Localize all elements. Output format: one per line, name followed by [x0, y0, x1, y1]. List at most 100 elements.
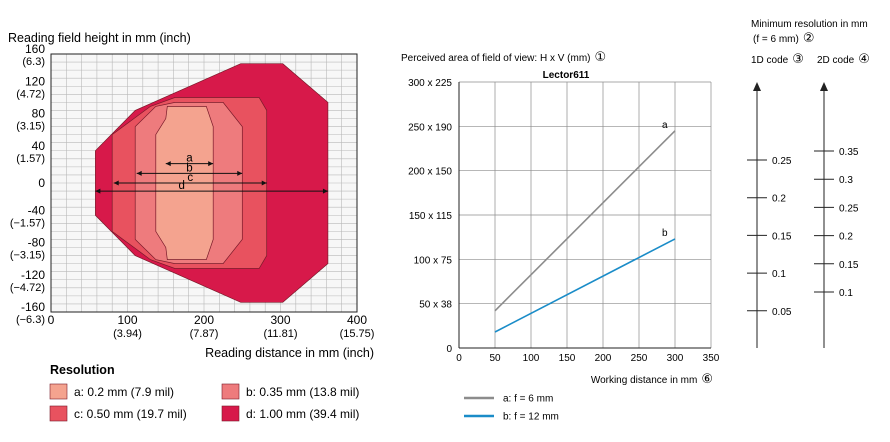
resolution-scales: Minimum resolution in mm (f = 6 mm) ② 1D …	[747, 19, 870, 348]
fov-y-tick-label: 300 x 225	[408, 78, 452, 89]
fov-line-label-a: a	[662, 120, 668, 131]
fov-x-tick-label: 100	[523, 353, 540, 364]
fov-line-label-b: b	[662, 228, 668, 239]
fov-legend-label-a: a: f = 6 mm	[503, 394, 553, 405]
y-tick-label-mm: 80	[32, 107, 46, 121]
x-tick-label-mm: 0	[48, 313, 55, 327]
arrowhead-b-left	[136, 170, 142, 176]
y-tick-label-inch: (4.72)	[16, 88, 45, 100]
y-tick-label-inch: (−4.72)	[10, 282, 45, 294]
y-tick-label-mm: 120	[25, 74, 45, 88]
resolution-legend: a: 0.2 mm (7.9 mil) b: 0.35 mm (13.8 mil)…	[49, 383, 359, 422]
x-axis-title: Reading distance in mm (inch)	[205, 346, 374, 360]
code1d-tick-label: 0.2	[772, 194, 786, 205]
y-tick-label-inch: (−6.3)	[16, 314, 45, 326]
fov-series-line-a	[494, 130, 676, 312]
code1d-tick-label: 0.25	[772, 156, 792, 167]
legend-swatch-d	[221, 405, 240, 422]
code2d-axis-arrow	[820, 82, 828, 91]
dimension-label-d: d	[178, 180, 184, 192]
y-tick-label-mm: -120	[21, 268, 45, 282]
fov-y-tick-label: 150 x 115	[409, 211, 453, 222]
y-tick-label-mm: -80	[28, 236, 46, 250]
fov-y-tick-label: 50 x 38	[419, 300, 452, 311]
legend-swatch-a	[49, 383, 68, 400]
code2d-tick-label: 0.35	[839, 147, 859, 158]
y-tick-label-inch: (−3.15)	[10, 250, 45, 262]
fov-x-tick-label: 300	[667, 353, 684, 364]
fov-x-tick-labels: 0 50 100 150 200 250 300 350	[456, 353, 720, 364]
x-tick-label-inch: (7.87)	[190, 328, 219, 340]
fov-legend-label-b: b: f = 12 mm	[503, 412, 559, 423]
code1d-tick-label: 0.15	[772, 231, 792, 242]
fov-y-tick-labels: 0 50 x 38 100 x 75 150 x 115 200 x 150 250 x …	[408, 78, 452, 355]
code2d-tick-label: 0.25	[839, 203, 859, 214]
fov-y-tick-label: 200 x 150	[408, 167, 452, 178]
legend-swatch-c	[49, 405, 68, 422]
code1d-tick-label: 0.05	[772, 307, 792, 318]
x-tick-label-inch: (11.81)	[263, 328, 297, 340]
axes	[50, 53, 358, 313]
code2d-tick-label: 0.15	[839, 260, 859, 271]
x-tick-label-mm: 400	[347, 313, 367, 327]
code2d-tick-label: 0.1	[839, 288, 853, 299]
code1d-scale: 0.25 0.2 0.15 0.1 0.05	[747, 82, 792, 348]
fov-x-tick-label: 150	[559, 353, 576, 364]
legend-label-b: b: 0.35 mm (13.8 mil)	[246, 385, 359, 399]
fov-series-line-b	[494, 238, 676, 333]
legend-title: Resolution	[50, 363, 115, 377]
scales-title-line1: Minimum resolution in mm	[751, 19, 868, 30]
arrowhead-b-right	[237, 170, 243, 176]
y-axis-title: Reading field height in mm (inch)	[8, 31, 191, 45]
dimension-label-c: c	[187, 172, 193, 184]
legend-label-d: d: 1.00 mm (39.4 mil)	[246, 407, 359, 421]
fov-series-lines: ab	[494, 120, 676, 333]
fov-chart-title: Lector611	[543, 70, 590, 81]
y-tick-label-inch: (1.57)	[16, 153, 45, 165]
fov-y-tick-label: 0	[446, 344, 452, 355]
arrowhead-d-left	[95, 188, 101, 194]
y-tick-label-inch: (6.3)	[22, 56, 45, 68]
x-tick-label-mm: 300	[270, 313, 290, 327]
field-of-view-chart: Perceived area of field of view: H x V (…	[401, 49, 720, 423]
plot-frame	[50, 53, 358, 313]
fov-x-tick-label: 350	[703, 353, 720, 364]
x-tick-label-mm: 100	[117, 313, 137, 327]
arrowhead-c-left	[113, 180, 119, 186]
code1d-tick-label: 0.1	[772, 269, 786, 280]
scales-title-line2: (f = 6 mm) ②	[753, 30, 815, 45]
x-tick-label-inch: (3.94)	[113, 328, 142, 340]
legend-label-c: c: 0.50 mm (19.7 mil)	[74, 407, 187, 421]
fov-y-tick-label: 100 x 75	[414, 255, 453, 266]
x-tick-label-mm: 200	[194, 313, 214, 327]
y-tick-label-inch: (−1.57)	[10, 217, 45, 229]
arrowhead-c-right	[261, 180, 267, 186]
fov-y-axis-title: Perceived area of field of view: H x V (…	[401, 49, 606, 64]
fov-x-tick-label: 200	[595, 353, 612, 364]
y-tick-label-mm: 160	[25, 42, 45, 56]
arrowhead-a-left	[165, 161, 171, 167]
y-tick-label-mm: -40	[28, 203, 46, 217]
code2d-scale: 0.35 0.3 0.25 0.2 0.15 0.1	[814, 82, 859, 348]
fov-x-tick-label: 50	[489, 353, 501, 364]
fov-x-tick-label: 250	[631, 353, 648, 364]
x-tick-label-inch: (15.75)	[340, 328, 375, 340]
legend-swatch-b	[221, 383, 240, 400]
y-tick-labels: 160(6.3) 120(4.72) 80(3.15) 40(1.57) 0 -40(−1…	[10, 42, 45, 326]
dimension-label-b: b	[186, 162, 192, 174]
code1d-axis-arrow	[753, 82, 761, 91]
fov-legend: a: f = 6 mm b: f = 12 mm	[464, 394, 559, 423]
dimension-label-a: a	[186, 153, 193, 165]
y-tick-label-mm: -160	[21, 300, 45, 314]
y-tick-label-inch: (3.15)	[16, 121, 45, 133]
fov-y-tick-label: 250 x 190	[408, 122, 452, 133]
fov-x-axis-title: Working distance in mm ⑥	[591, 371, 713, 386]
code2d-tick-label: 0.3	[839, 175, 853, 186]
fov-x-tick-label: 0	[456, 353, 462, 364]
y-tick-label-mm: 0	[38, 176, 45, 190]
code2d-tick-label: 0.2	[839, 232, 853, 243]
x-tick-labels: 0 100(3.94) 200(7.87) 300(11.81) 400(15.75)	[48, 313, 375, 340]
